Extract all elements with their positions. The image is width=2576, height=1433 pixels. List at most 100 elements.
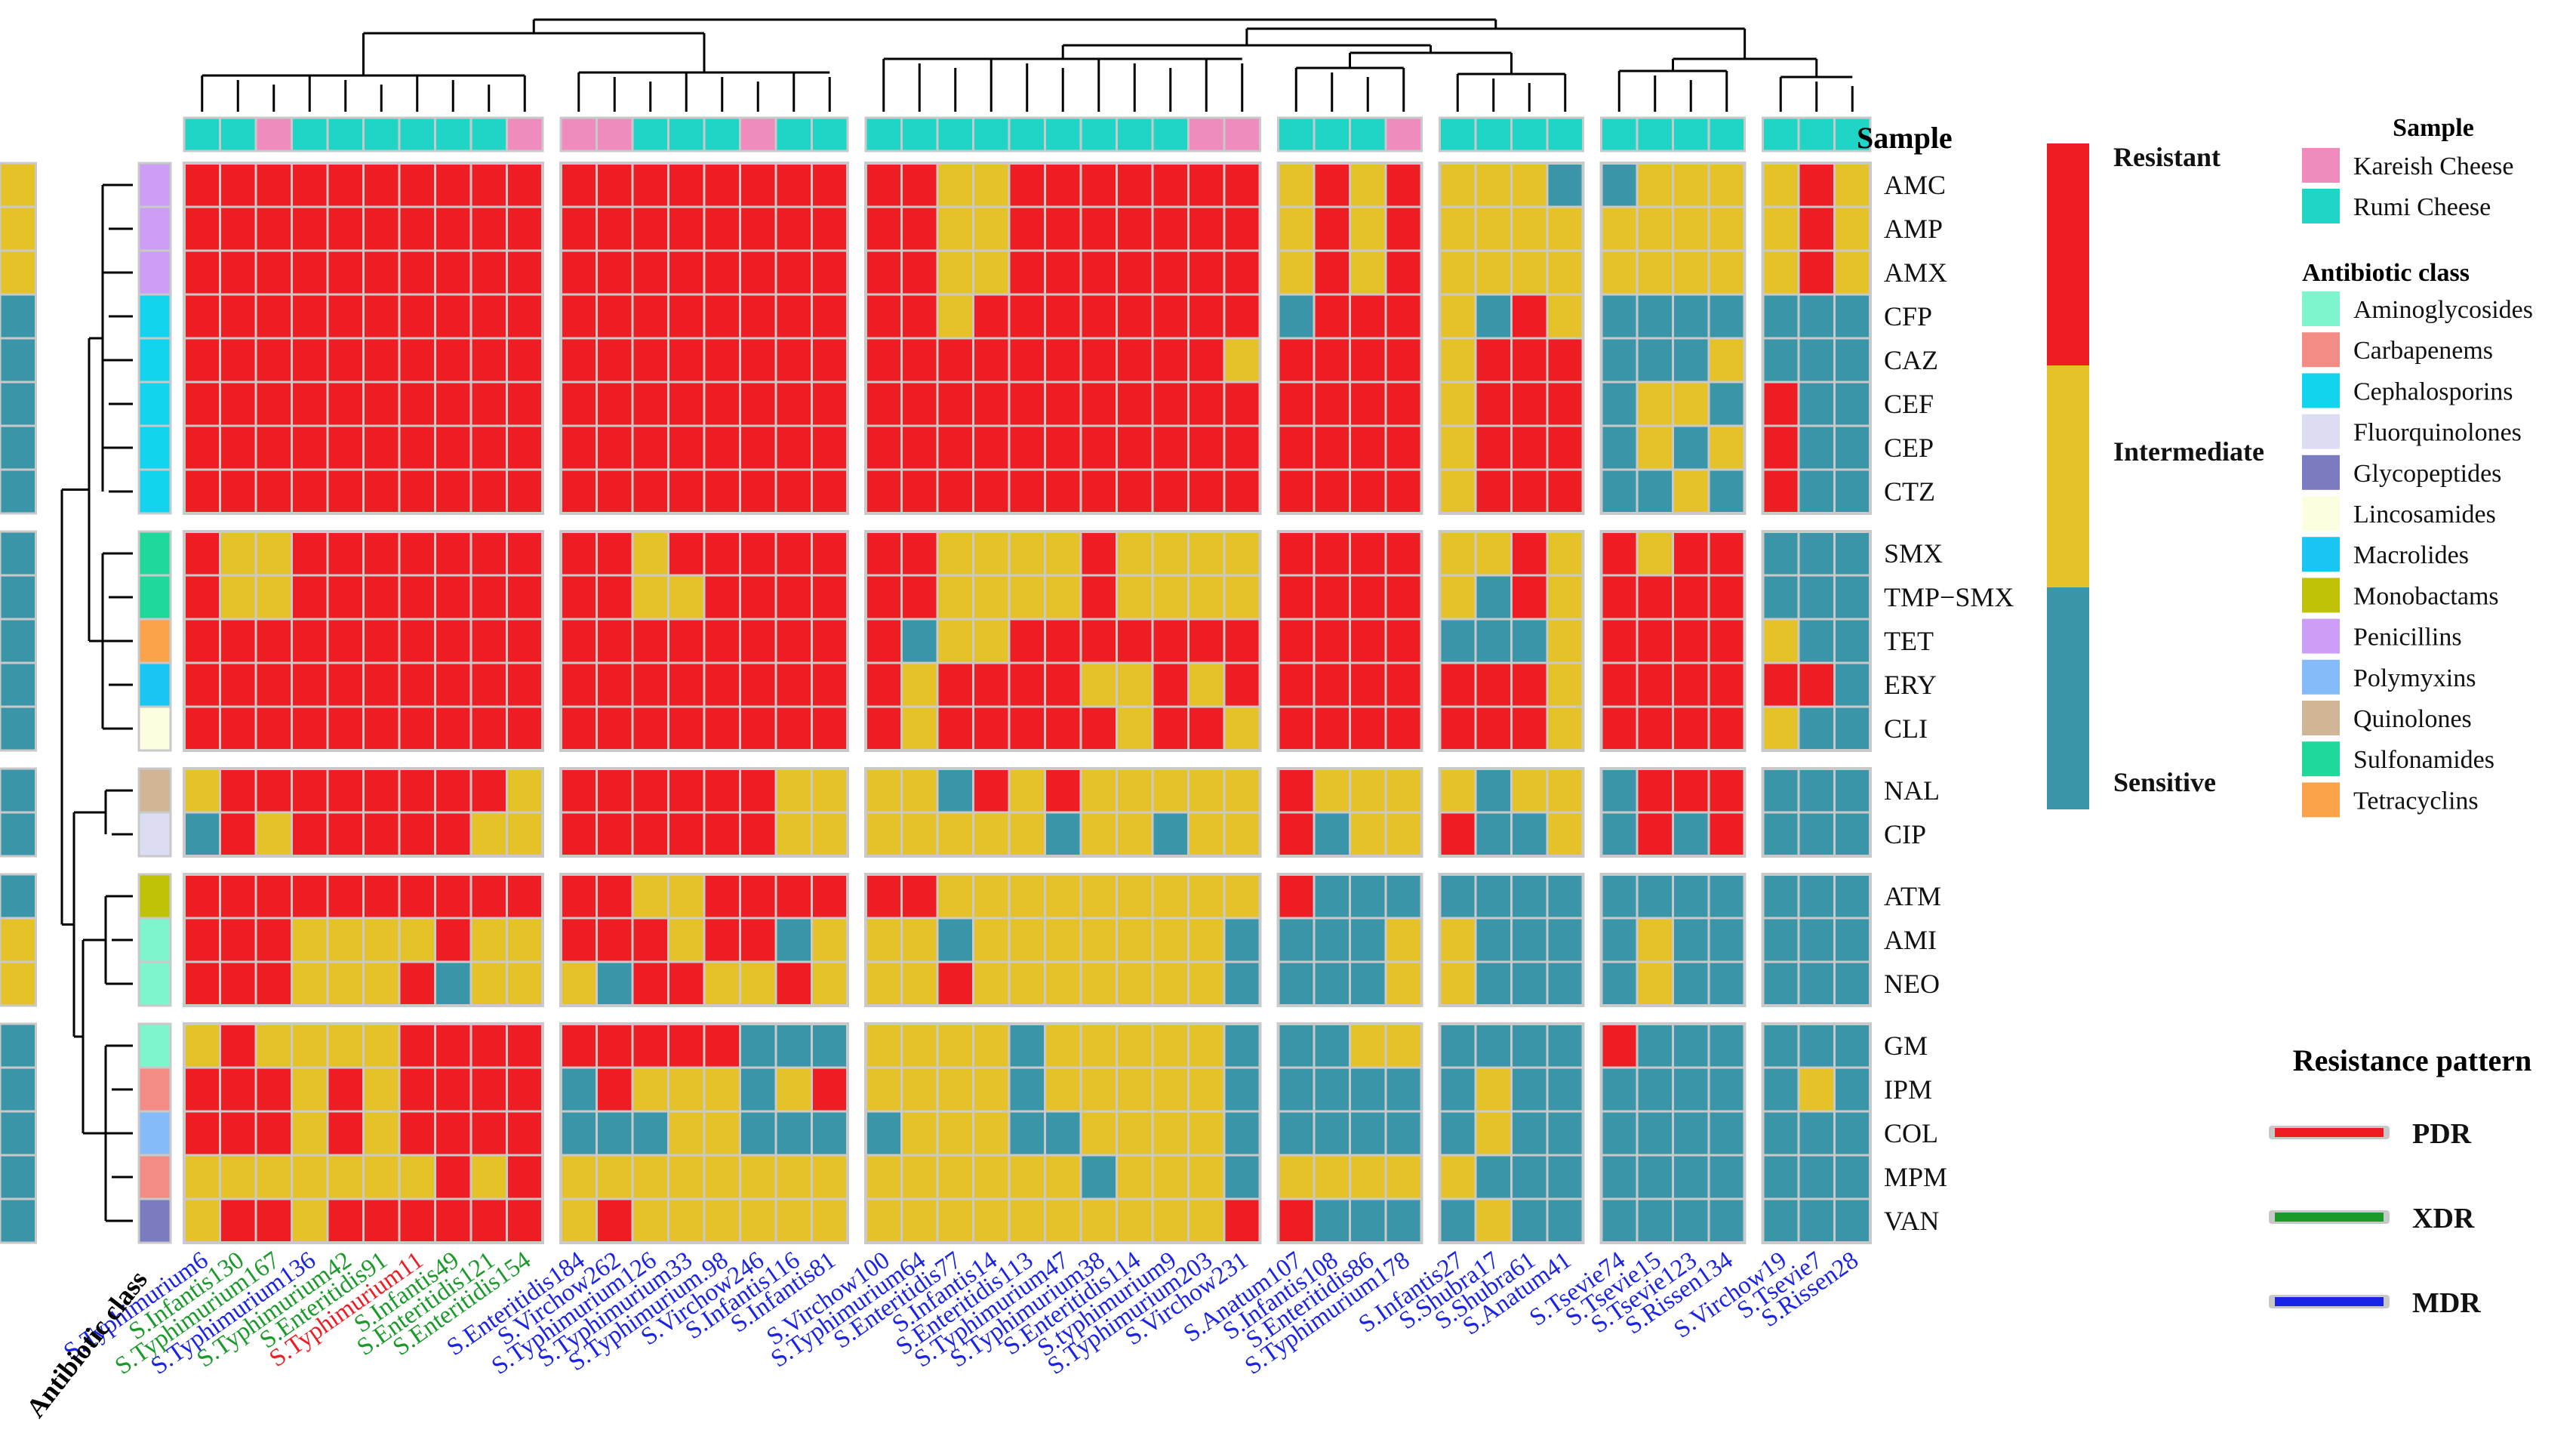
row-label: COL (1884, 1118, 1938, 1148)
heatmap-block-frame (1599, 767, 1747, 858)
heatmap-cell (1223, 574, 1261, 621)
heatmap-block-frame (1276, 767, 1423, 858)
heatmap-cell (774, 574, 813, 621)
heatmap-cell (811, 468, 849, 515)
class-annotation-cell (137, 618, 172, 664)
heatmap-cell (1079, 661, 1118, 708)
heatmap-cell (864, 574, 903, 621)
heatmap-cell (972, 468, 1011, 515)
heatmap-cell (1008, 205, 1046, 252)
heatmap-cell (254, 1154, 293, 1200)
heatmap-cell (1187, 468, 1226, 515)
row-label: CIP (1884, 819, 1926, 849)
sample-annotation-cell (1277, 116, 1316, 153)
heatmap-cell (1707, 381, 1746, 427)
heatmap-cell (1277, 162, 1316, 208)
heatmap-cell (703, 530, 741, 577)
heatmap-cell (1707, 293, 1746, 340)
heatmap-cell (398, 917, 436, 963)
heatmap-cell (864, 337, 903, 384)
scale-legend-swatch (2047, 143, 2089, 365)
heatmap-cell (972, 960, 1011, 1007)
sample-legend-label: Rumi Cheese (2353, 193, 2491, 221)
heatmap-cell (469, 381, 508, 427)
heatmap-cell (1762, 1110, 1800, 1157)
heatmap-cell (1313, 1110, 1351, 1157)
heatmap-cell (1223, 337, 1261, 384)
heatmap-cell (398, 468, 436, 515)
heatmap-block-frame (1438, 162, 1585, 515)
heatmap-cell (1672, 767, 1710, 814)
heatmap-cell (1439, 1110, 1477, 1157)
heatmap-cell (1008, 1197, 1046, 1244)
heatmap-cell (1277, 767, 1316, 814)
heatmap-cell (559, 1154, 598, 1200)
heatmap-cell (774, 530, 813, 577)
heatmap-cell (1277, 917, 1316, 963)
heatmap-cell (900, 767, 939, 814)
heatmap-cell (469, 1197, 508, 1244)
heatmap-cell (774, 661, 813, 708)
heatmap-cell (291, 293, 329, 340)
heatmap-cell (703, 468, 741, 515)
heatmap-cell (469, 162, 508, 208)
heatmap-cell (1672, 705, 1710, 752)
heatmap-cell (183, 337, 221, 384)
row-label: SMX (1884, 538, 1943, 569)
heatmap-cell (1474, 162, 1513, 208)
heatmap-block-frame (1761, 162, 1872, 515)
heatmap-cell (900, 530, 939, 577)
heatmap-cell (1151, 705, 1190, 752)
heatmap-cell (1474, 1110, 1513, 1157)
heatmap-cell (1384, 530, 1423, 577)
heatmap-cell (291, 381, 329, 427)
heatmap-cell (1151, 1154, 1190, 1200)
heatmap-cell (1707, 917, 1746, 963)
heatmap-cell (1223, 1110, 1261, 1157)
heatmap-cell (1797, 1022, 1836, 1069)
heatmap-cell (1313, 661, 1351, 708)
sample-annotation-cell (559, 116, 598, 153)
row-label: IPM (1884, 1074, 1932, 1105)
heatmap-cell (774, 205, 813, 252)
heatmap-cell (1116, 1110, 1154, 1157)
sample-legend-title: Sample (2393, 114, 2474, 142)
heatmap-cell (1439, 661, 1477, 708)
heatmap-cell (291, 1110, 329, 1157)
sample-annotation-header: Sample (1857, 121, 1953, 155)
heatmap-cell (291, 574, 329, 621)
heatmap-cell (667, 337, 706, 384)
heatmap-cell (864, 424, 903, 471)
heatmap-cell (1600, 767, 1639, 814)
heatmap-cell (703, 705, 741, 752)
heatmap-cell (254, 337, 293, 384)
heatmap-cell (1600, 1197, 1639, 1244)
heatmap-cell (1349, 618, 1387, 664)
heatmap-cell (0, 873, 37, 920)
heatmap-cell (1223, 424, 1261, 471)
heatmap-cell (469, 618, 508, 664)
class-annotation-cell (137, 661, 172, 708)
heatmap-cell (596, 530, 634, 577)
heatmap-cell (219, 1022, 257, 1069)
heatmap-cell (1474, 618, 1513, 664)
heatmap-cell (1510, 960, 1549, 1007)
heatmap-cell (631, 960, 669, 1007)
heatmap-cell (291, 917, 329, 963)
scale-legend-label: Intermediate (2113, 436, 2264, 467)
heatmap-cell (739, 1022, 777, 1069)
heatmap-cell (183, 1022, 221, 1069)
heatmap-cell (936, 960, 974, 1007)
heatmap-cell (362, 1022, 401, 1069)
heatmap-cell (936, 1197, 974, 1244)
heatmap-cell (1277, 1197, 1316, 1244)
heatmap-cell (254, 811, 293, 858)
heatmap-cell (434, 1110, 472, 1157)
class-legend-swatch (2302, 455, 2340, 490)
heatmap-cell (739, 705, 777, 752)
heatmap-cell (936, 873, 974, 920)
heatmap-cell (667, 917, 706, 963)
heatmap-cell (469, 1022, 508, 1069)
class-annotation-cell (137, 811, 172, 858)
